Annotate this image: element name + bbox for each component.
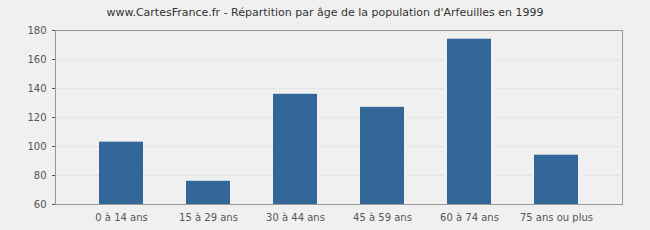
svg-text:30 à 44 ans: 30 à 44 ans	[266, 212, 325, 223]
svg-text:180: 180	[27, 25, 46, 36]
svg-text:160: 160	[27, 54, 46, 65]
svg-text:0 à 14 ans: 0 à 14 ans	[95, 212, 147, 223]
svg-text:60: 60	[34, 199, 47, 210]
svg-text:75 ans ou plus: 75 ans ou plus	[520, 212, 593, 223]
svg-text:45 à 59 ans: 45 à 59 ans	[353, 212, 412, 223]
html-text:www.CartesFrance.fr - Répartit: www.CartesFrance.fr - Répartition par âg…	[106, 6, 544, 19]
svg-text:60 à 74 ans: 60 à 74 ans	[440, 212, 499, 223]
svg-text:140: 140	[27, 83, 46, 94]
svg-text:100: 100	[27, 141, 46, 152]
svg-text:80: 80	[34, 170, 47, 181]
svg-text:15 à 29 ans: 15 à 29 ans	[179, 212, 238, 223]
svg-text:120: 120	[27, 112, 46, 123]
